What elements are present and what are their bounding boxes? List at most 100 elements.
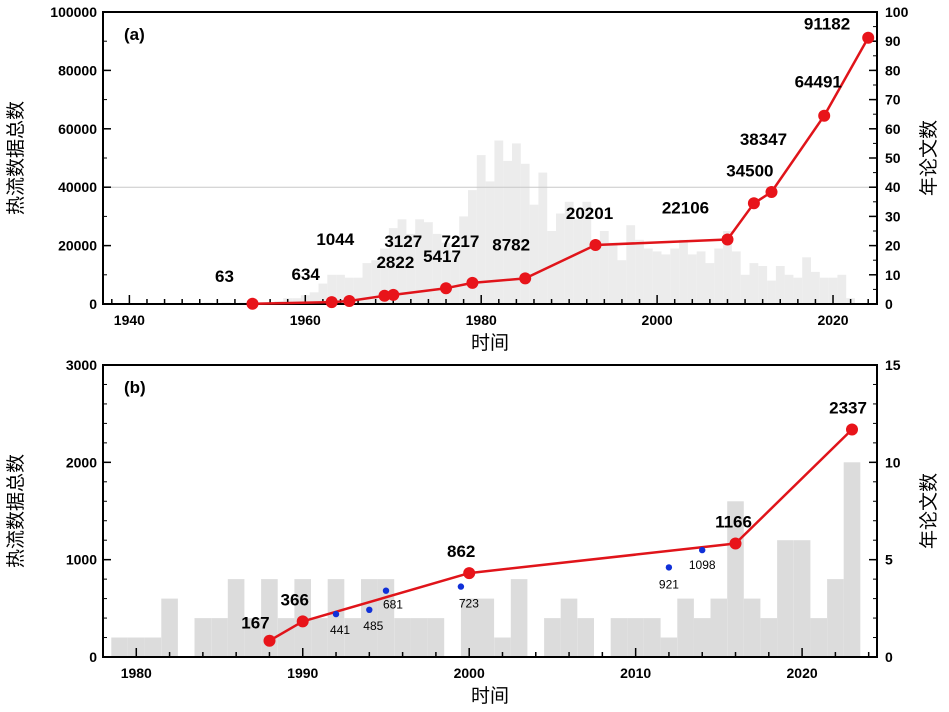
paper-count-bar [309, 292, 319, 304]
paper-count-bar [460, 598, 478, 657]
paper-count-bar [837, 274, 847, 304]
paper-count-bar [244, 618, 262, 657]
scatter-label: 723 [459, 597, 479, 611]
paper-count-bar [635, 239, 644, 304]
paper-count-bar [599, 231, 609, 304]
paper-count-bar [311, 618, 328, 657]
paper-count-bar [427, 618, 445, 657]
paper-count-bar [740, 274, 750, 304]
paper-count-bar [432, 233, 442, 304]
scatter-point [665, 564, 673, 571]
y-axis-title: 热流数据总数 [5, 454, 27, 568]
y-tick-label: 60000 [58, 121, 97, 137]
paper-count-bar [758, 266, 768, 304]
scatter-label: 441 [330, 623, 350, 637]
paper-count-bar [743, 598, 761, 657]
panel-label: (a) [124, 25, 145, 44]
paper-count-bar [705, 263, 715, 304]
y2-tick-label: 10 [885, 454, 901, 470]
paper-count-bar [670, 248, 680, 304]
data-point-marker [296, 615, 309, 628]
data-point-marker [466, 276, 479, 289]
paper-count-bar [617, 260, 627, 304]
paper-count-bar [494, 637, 511, 657]
x-tick-label: 1960 [290, 312, 321, 328]
data-label: 34500 [726, 161, 773, 180]
data-point-marker [378, 289, 391, 302]
paper-count-bar [277, 618, 295, 657]
paper-count-bar [828, 277, 838, 304]
paper-count-bar [361, 579, 378, 657]
panel-a: 1940 1960 1980 2000 2020 0 20000 40000 60000 8000… [5, 4, 940, 354]
paper-count-bar [327, 579, 345, 657]
paper-count-bar [696, 251, 706, 304]
y2-tick-label: 50 [885, 150, 901, 166]
y2-axis-title: 年论文数 [918, 473, 940, 549]
paper-count-bar [760, 618, 778, 657]
panel-label: (b) [124, 378, 146, 397]
paper-count-bar [811, 271, 820, 304]
data-label: 1166 [715, 513, 752, 532]
y2-tick-label: 30 [885, 208, 901, 224]
paper-count-bar [512, 143, 521, 304]
paper-count-bar [194, 618, 212, 657]
paper-count-bar [749, 263, 759, 304]
paper-count-bar [652, 251, 662, 304]
y2-tick-label: 20 [885, 238, 901, 254]
y-tick-label: 20000 [58, 238, 97, 254]
paper-count-bar [827, 579, 844, 657]
y-tick-label: 1000 [66, 552, 97, 568]
paper-count-bar [547, 231, 556, 304]
data-point-marker [729, 537, 742, 550]
paper-count-bar [362, 263, 372, 304]
paper-count-bar [693, 618, 711, 657]
y2-tick-label: 0 [885, 649, 893, 665]
paper-count-bar [610, 618, 628, 657]
paper-count-bar [775, 266, 785, 304]
paper-count-bar [380, 248, 389, 304]
paper-count-bar [723, 231, 732, 304]
paper-count-bar [292, 298, 301, 304]
paper-count-bar [477, 598, 495, 657]
data-label: 63 [215, 267, 234, 286]
y-tick-label: 0 [89, 649, 97, 665]
x-tick-label: 2010 [620, 665, 651, 681]
data-label: 2822 [376, 253, 414, 272]
y2-tick-label: 0 [885, 296, 893, 312]
data-point-marker [263, 634, 276, 647]
data-point-marker [387, 288, 400, 301]
scatter-point [457, 583, 465, 590]
y2-axis-title: 年论文数 [918, 120, 940, 196]
paper-count-bar [410, 618, 428, 657]
paper-count-bar [802, 257, 811, 304]
paper-count-bar [582, 201, 592, 304]
paper-count-bar [644, 618, 661, 657]
scatter-label: 485 [363, 619, 383, 633]
data-label: 167 [241, 614, 269, 633]
scatter-point [699, 546, 706, 554]
paper-count-bar [819, 277, 829, 304]
paper-count-bar [661, 254, 671, 304]
panel-b: 1980 1990 2000 2010 2020 0 1000 2000 3000 0 5 10 15 时… [5, 357, 940, 707]
paper-count-bar [144, 637, 162, 657]
y-tick-label: 40000 [58, 179, 97, 195]
paper-count-bar [626, 225, 636, 304]
paper-count-bar [485, 181, 495, 304]
x-tick-label: 1940 [114, 312, 145, 328]
paper-count-bar [677, 598, 694, 657]
x-tick-label: 2000 [454, 665, 485, 681]
data-label: 2337 [829, 399, 867, 418]
y-tick-label: 0 [89, 296, 97, 312]
data-label: 38347 [740, 130, 787, 149]
paper-count-bar [591, 239, 600, 304]
y2-tick-label: 90 [885, 33, 901, 49]
y2-tick-label: 10 [885, 267, 901, 283]
paper-count-bar [510, 579, 528, 657]
y2-tick-label: 40 [885, 179, 901, 195]
paper-count-bar [441, 242, 451, 304]
scatter-point [332, 610, 340, 618]
paper-count-bar [494, 140, 504, 304]
data-label: 22106 [662, 198, 709, 217]
data-point-marker [846, 423, 858, 436]
